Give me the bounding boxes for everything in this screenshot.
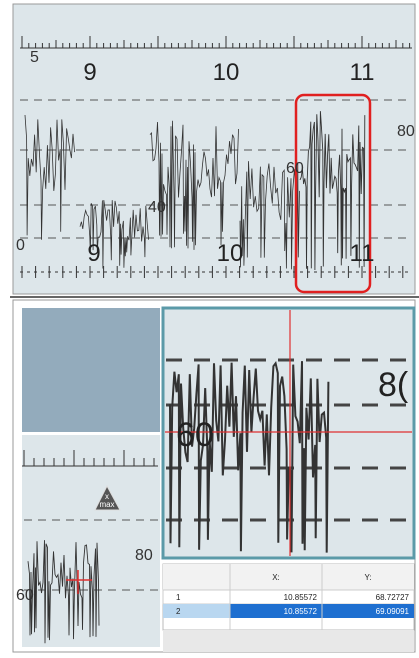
inset-label: 80 xyxy=(135,547,153,564)
scale-label: 11 xyxy=(350,59,375,86)
table-cell: 69.09091 xyxy=(376,607,410,616)
curve-label: 40 xyxy=(148,199,166,216)
marker-text: max xyxy=(99,500,114,509)
table-header-cell: Y: xyxy=(364,573,371,582)
scale-label: 10 xyxy=(213,59,240,86)
table-empty xyxy=(163,630,414,652)
scale-label: 9 xyxy=(87,240,100,267)
zoom-label: 60 xyxy=(176,416,214,454)
scale-label: 5 xyxy=(30,49,39,66)
table-cell: 10.85572 xyxy=(284,607,318,616)
table-cell: 10.85572 xyxy=(284,593,318,602)
scale-label: 11 xyxy=(350,240,375,267)
scale-label: 10 xyxy=(217,240,244,267)
zoom-label: 8( xyxy=(378,366,409,404)
table-header xyxy=(163,564,414,590)
inset-label: 60 xyxy=(16,587,34,604)
table-cell: 68.72727 xyxy=(376,593,410,602)
table-cell: 2 xyxy=(176,607,181,616)
blank-area xyxy=(22,308,160,432)
table-header-cell: X: xyxy=(272,573,280,582)
scale-label: 9 xyxy=(83,59,96,86)
curve-label: 80 xyxy=(397,123,415,140)
scale-label: 0 xyxy=(16,237,25,254)
screen: x max X: Y: 1 10.85572 68.72727 2 10.855… xyxy=(0,0,419,658)
inset-panel xyxy=(22,435,160,647)
curve-label: 60 xyxy=(286,160,304,177)
table-cell: 1 xyxy=(176,593,181,602)
